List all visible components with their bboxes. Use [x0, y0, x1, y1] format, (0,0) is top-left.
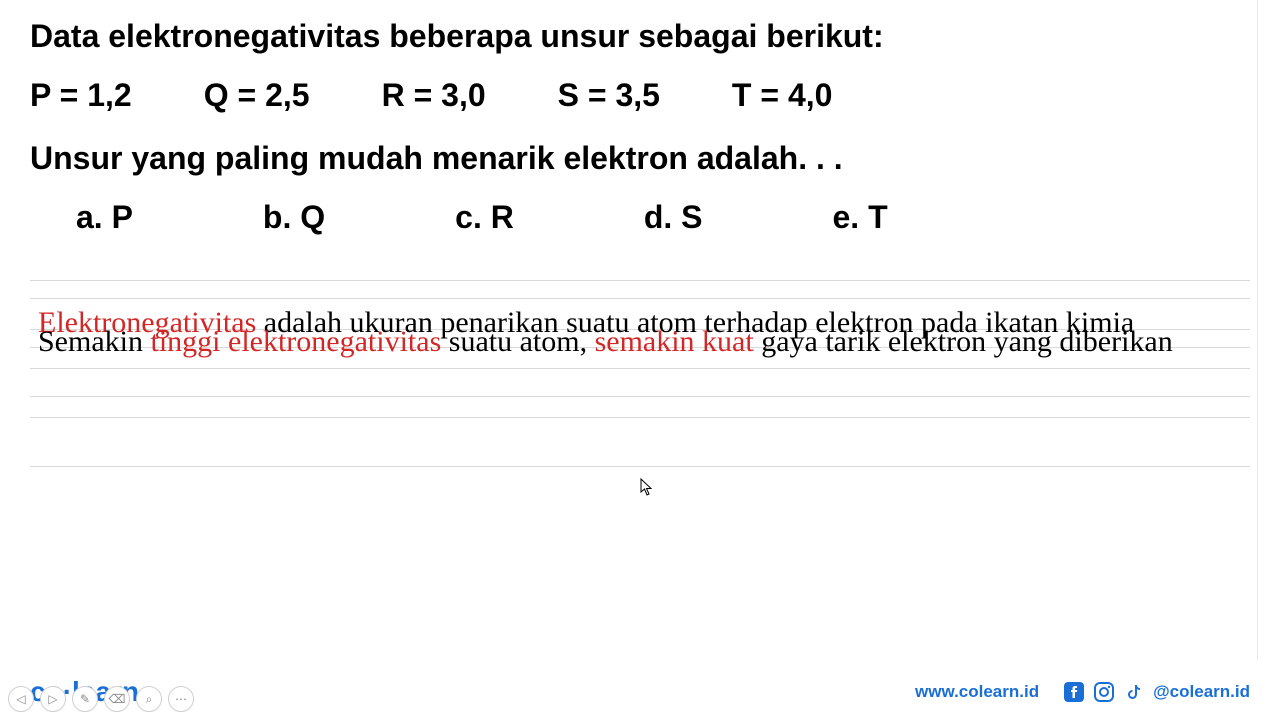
prev-button[interactable]: ◁: [8, 686, 34, 712]
explanation-text: Semakin: [38, 325, 151, 358]
option-a: a. P: [76, 199, 133, 236]
question-prompt: Unsur yang paling mudah menarik elektron…: [30, 140, 1250, 177]
highlight-term: tinggi elektronegativitas: [151, 325, 442, 358]
next-button[interactable]: ▷: [40, 686, 66, 712]
edit-button[interactable]: ✎: [72, 686, 98, 712]
rule-line: [30, 466, 1250, 467]
tiktok-icon: [1123, 681, 1145, 703]
notebook-area: Elektronegativitas adalah ukuran penarik…: [30, 270, 1250, 467]
question-title: Data elektronegativitas beberapa unsur s…: [30, 18, 1250, 55]
rule-line: [30, 396, 1250, 397]
slide-content: Data elektronegativitas beberapa unsur s…: [0, 0, 1280, 467]
explanation-text: suatu atom,: [441, 325, 594, 358]
page-divider: [1257, 0, 1258, 660]
rule-line: [30, 368, 1250, 369]
player-controls: ◁ ▷ ✎ ⌫ ⌕ ⋯: [8, 686, 194, 712]
value-q: Q = 2,5: [204, 77, 310, 114]
value-t: T = 4,0: [732, 77, 833, 114]
zoom-button[interactable]: ⌕: [136, 686, 162, 712]
erase-button[interactable]: ⌫: [104, 686, 130, 712]
answer-options: a. P b. Q c. R d. S e. T: [30, 199, 1250, 236]
cursor-icon: [640, 478, 654, 501]
value-s: S = 3,5: [558, 77, 660, 114]
instagram-icon: [1093, 681, 1115, 703]
footer-right: www.colearn.id @colearn.id: [915, 681, 1250, 703]
value-p: P = 1,2: [30, 77, 132, 114]
option-d: d. S: [644, 199, 703, 236]
social-handle: @colearn.id: [1153, 682, 1250, 702]
social-links: @colearn.id: [1063, 681, 1250, 703]
rule-line: [30, 280, 1250, 281]
option-e: e. T: [833, 199, 888, 236]
facebook-icon: [1063, 681, 1085, 703]
option-b: b. Q: [263, 199, 325, 236]
option-c: c. R: [455, 199, 514, 236]
rule-line: [30, 417, 1250, 418]
highlight-term: semakin kuat: [595, 325, 754, 358]
explanation-paragraph-2: Semakin tinggi elektronegativitas suatu …: [30, 311, 1250, 377]
electronegativity-values: P = 1,2 Q = 2,5 R = 3,0 S = 3,5 T = 4,0: [30, 77, 1250, 114]
more-button[interactable]: ⋯: [168, 686, 194, 712]
website-url: www.colearn.id: [915, 682, 1039, 702]
value-r: R = 3,0: [382, 77, 486, 114]
explanation-text: gaya tarik elektron yang diberikan: [754, 325, 1173, 358]
